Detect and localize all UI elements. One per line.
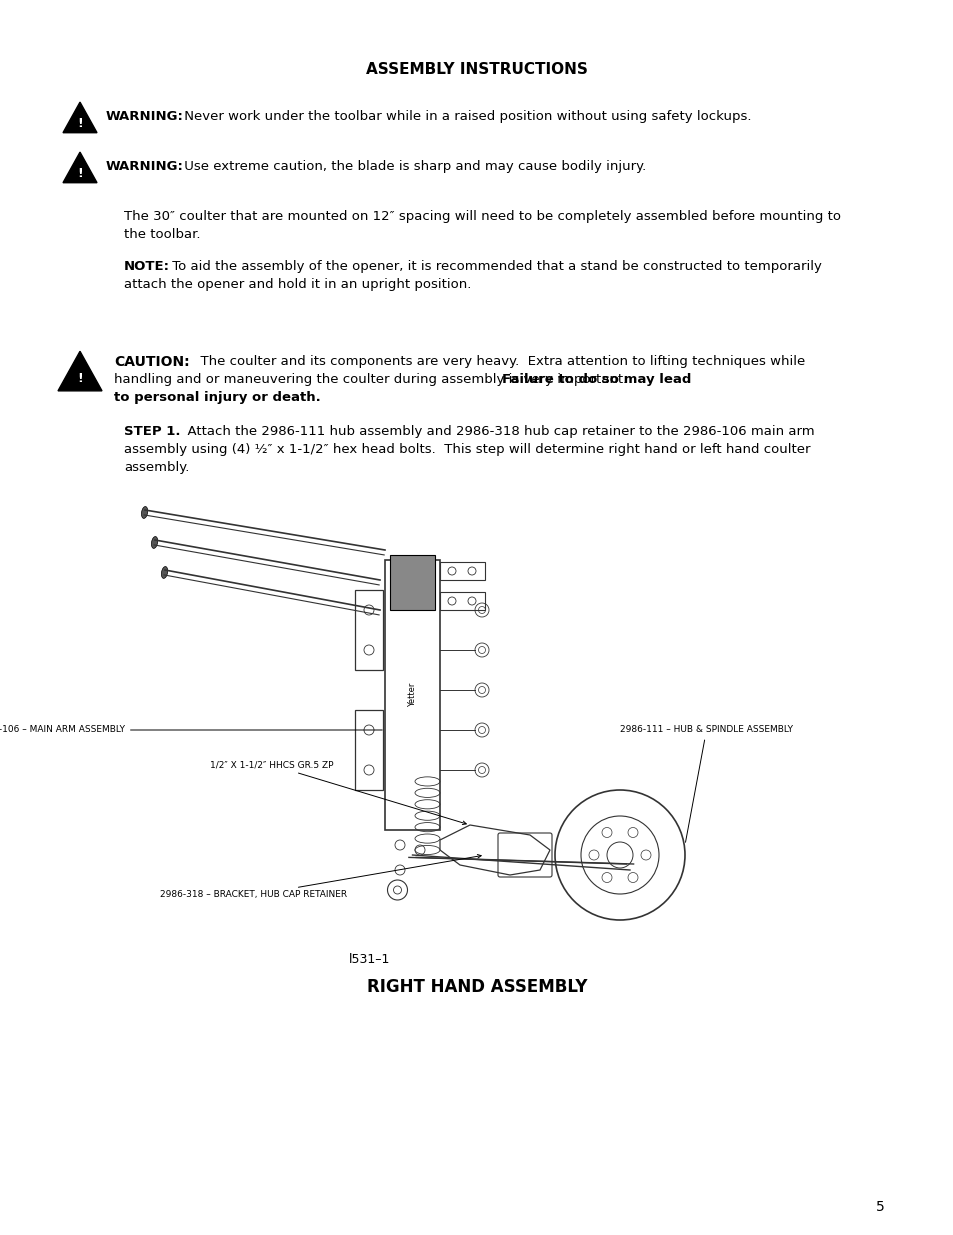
Bar — [439, 562, 484, 580]
Polygon shape — [63, 152, 97, 183]
Text: attach the opener and hold it in an upright position.: attach the opener and hold it in an upri… — [124, 278, 471, 291]
Text: The coulter and its components are very heavy.  Extra attention to lifting techn: The coulter and its components are very … — [192, 354, 804, 368]
Text: ASSEMBLY INSTRUCTIONS: ASSEMBLY INSTRUCTIONS — [366, 62, 587, 77]
Polygon shape — [58, 351, 102, 390]
Text: 2986-106 – MAIN ARM ASSEMBLY: 2986-106 – MAIN ARM ASSEMBLY — [0, 725, 382, 735]
Text: 2986-318 – BRACKET, HUB CAP RETAINER: 2986-318 – BRACKET, HUB CAP RETAINER — [160, 855, 480, 899]
Text: !: ! — [77, 117, 83, 130]
Bar — [385, 559, 439, 830]
Text: WARNING:: WARNING: — [106, 161, 184, 173]
Text: the toolbar.: the toolbar. — [124, 228, 200, 241]
Ellipse shape — [152, 536, 157, 548]
Text: assembly.: assembly. — [124, 461, 190, 474]
Text: l531–1: l531–1 — [349, 953, 391, 966]
Text: To aid the assembly of the opener, it is recommended that a stand be constructed: To aid the assembly of the opener, it is… — [168, 261, 821, 273]
Text: 5: 5 — [875, 1200, 883, 1214]
Text: 2986-111 – HUB & SPINDLE ASSEMBLY: 2986-111 – HUB & SPINDLE ASSEMBLY — [619, 725, 792, 842]
Text: NOTE:: NOTE: — [124, 261, 170, 273]
Text: The 30″ coulter that are mounted on 12″ spacing will need to be completely assem: The 30″ coulter that are mounted on 12″ … — [124, 210, 841, 224]
Text: STEP 1.: STEP 1. — [124, 425, 180, 438]
Bar — [355, 710, 382, 790]
Text: RIGHT HAND ASSEMBLY: RIGHT HAND ASSEMBLY — [366, 978, 587, 995]
Text: assembly using (4) ½″ x 1-1/2″ hex head bolts.  This step will determine right h: assembly using (4) ½″ x 1-1/2″ hex head … — [124, 443, 810, 456]
Text: CAUTION:: CAUTION: — [114, 354, 190, 369]
Ellipse shape — [161, 567, 168, 578]
Bar — [390, 555, 435, 610]
Text: Use extreme caution, the blade is sharp and may cause bodily injury.: Use extreme caution, the blade is sharp … — [180, 161, 645, 173]
Text: handling and or maneuvering the coulter during assembly is very important.: handling and or maneuvering the coulter … — [114, 373, 635, 387]
Text: WARNING:: WARNING: — [106, 110, 184, 124]
Text: Attach the 2986-111 hub assembly and 2986-318 hub cap retainer to the 2986-106 m: Attach the 2986-111 hub assembly and 298… — [179, 425, 814, 438]
Text: Yetter: Yetter — [408, 683, 416, 708]
Text: !: ! — [77, 373, 83, 385]
Text: to personal injury or death.: to personal injury or death. — [114, 391, 320, 404]
Ellipse shape — [141, 506, 148, 519]
Bar — [439, 592, 484, 610]
Text: Failure to do so may lead: Failure to do so may lead — [501, 373, 691, 387]
Text: !: ! — [77, 167, 83, 180]
Bar — [355, 590, 382, 671]
Text: Never work under the toolbar while in a raised position without using safety loc: Never work under the toolbar while in a … — [180, 110, 751, 124]
Text: 1/2″ X 1-1/2″ HHCS GR.5 ZP: 1/2″ X 1-1/2″ HHCS GR.5 ZP — [210, 761, 466, 825]
Polygon shape — [63, 103, 97, 132]
